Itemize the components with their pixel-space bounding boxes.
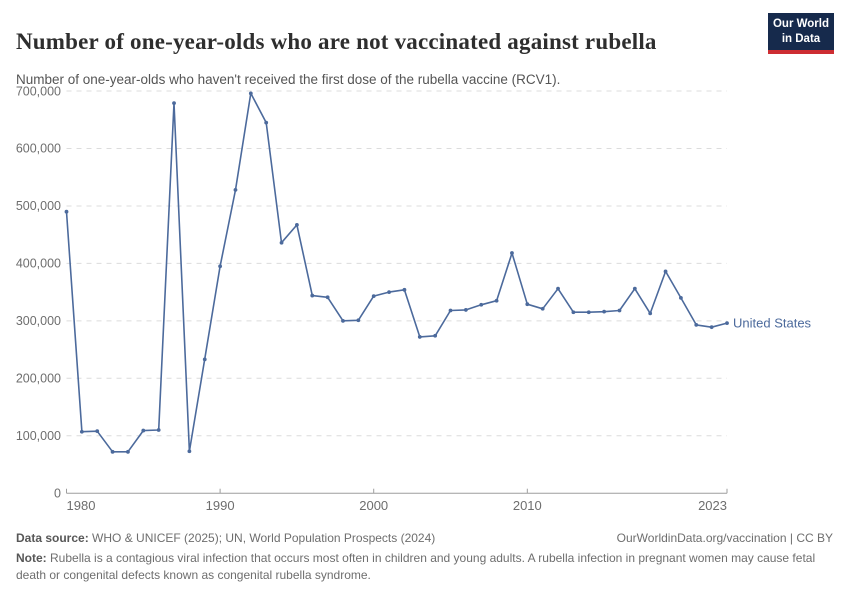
data-point[interactable] <box>248 91 253 96</box>
note-label: Note: <box>16 551 47 565</box>
data-point[interactable] <box>187 449 192 454</box>
y-tick-label: 100,000 <box>16 429 61 443</box>
data-point[interactable] <box>694 322 699 327</box>
series-label[interactable]: United States <box>733 315 812 330</box>
data-point[interactable] <box>233 187 238 192</box>
chart-title: Number of one-year-olds who are not vacc… <box>16 29 657 55</box>
data-point[interactable] <box>295 223 299 227</box>
data-point[interactable] <box>64 209 69 214</box>
chart-note: Note: Rubella is a contagious viral infe… <box>16 550 833 584</box>
data-point[interactable] <box>126 449 130 454</box>
chart-subtitle: Number of one-year-olds who haven't rece… <box>16 71 561 87</box>
y-tick-label: 600,000 <box>16 142 61 156</box>
owid-logo-line1: Our World <box>772 18 829 30</box>
data-point[interactable] <box>463 308 468 312</box>
owid-logo[interactable]: Our World in Data <box>768 13 834 54</box>
data-point[interactable] <box>648 311 653 316</box>
x-tick-label: 2010 <box>513 498 542 513</box>
data-point[interactable] <box>617 308 622 313</box>
series-line-united-states[interactable] <box>65 92 728 453</box>
data-source-text: WHO & UNICEF (2025); UN, World Populatio… <box>88 531 436 545</box>
y-tick-label: 500,000 <box>16 199 61 213</box>
data-point[interactable] <box>172 101 176 106</box>
data-point[interactable] <box>356 318 361 323</box>
data-point[interactable] <box>110 449 115 454</box>
data-point[interactable] <box>341 318 345 323</box>
data-point[interactable] <box>448 308 453 313</box>
x-tick-label: 1980 <box>67 498 96 513</box>
data-point[interactable] <box>218 264 223 269</box>
x-tick-label: 1990 <box>206 498 235 513</box>
x-tick-label: 2000 <box>359 498 388 513</box>
data-point[interactable] <box>663 269 668 274</box>
x-tick-label: 2023 <box>698 498 727 513</box>
data-point[interactable] <box>602 309 607 314</box>
y-tick-label: 0 <box>54 486 61 500</box>
data-source-label: Data source: <box>16 531 89 545</box>
data-point[interactable] <box>325 295 330 300</box>
data-point[interactable] <box>586 310 591 315</box>
data-point[interactable] <box>494 298 499 303</box>
owid-cc-link[interactable]: OurWorldinData.org/vaccination | CC BY <box>616 531 833 545</box>
data-point[interactable] <box>556 286 560 291</box>
data-point[interactable] <box>310 293 315 298</box>
y-tick-label: 400,000 <box>16 257 61 271</box>
data-point[interactable] <box>417 335 422 339</box>
data-point[interactable] <box>540 306 545 311</box>
y-tick-label: 300,000 <box>16 314 61 328</box>
data-point[interactable] <box>632 286 637 291</box>
data-point[interactable] <box>279 240 284 245</box>
data-point[interactable] <box>387 290 391 295</box>
data-point[interactable] <box>433 333 438 338</box>
data-point[interactable] <box>79 429 84 434</box>
data-point[interactable] <box>510 251 514 255</box>
y-tick-label: 700,000 <box>16 84 61 98</box>
data-point[interactable] <box>679 295 683 300</box>
data-point[interactable] <box>202 357 207 362</box>
data-point[interactable] <box>479 302 484 307</box>
note-text: Rubella is a contagious viral infection … <box>16 551 816 582</box>
data-point[interactable] <box>156 428 161 432</box>
owid-logo-line2: in Data <box>781 32 821 45</box>
y-tick-label: 200,000 <box>16 372 61 386</box>
data-point[interactable] <box>525 302 530 307</box>
data-point[interactable] <box>709 325 714 330</box>
data-point[interactable] <box>571 310 576 315</box>
data-source: Data source: WHO & UNICEF (2025); UN, Wo… <box>16 531 435 545</box>
data-point[interactable] <box>141 428 146 433</box>
chart-footer: Data source: WHO & UNICEF (2025); UN, Wo… <box>16 531 833 584</box>
data-point[interactable] <box>264 120 269 125</box>
data-point[interactable] <box>371 294 376 299</box>
data-point[interactable] <box>725 321 729 326</box>
data-point[interactable] <box>95 429 100 434</box>
data-point[interactable] <box>402 287 407 292</box>
